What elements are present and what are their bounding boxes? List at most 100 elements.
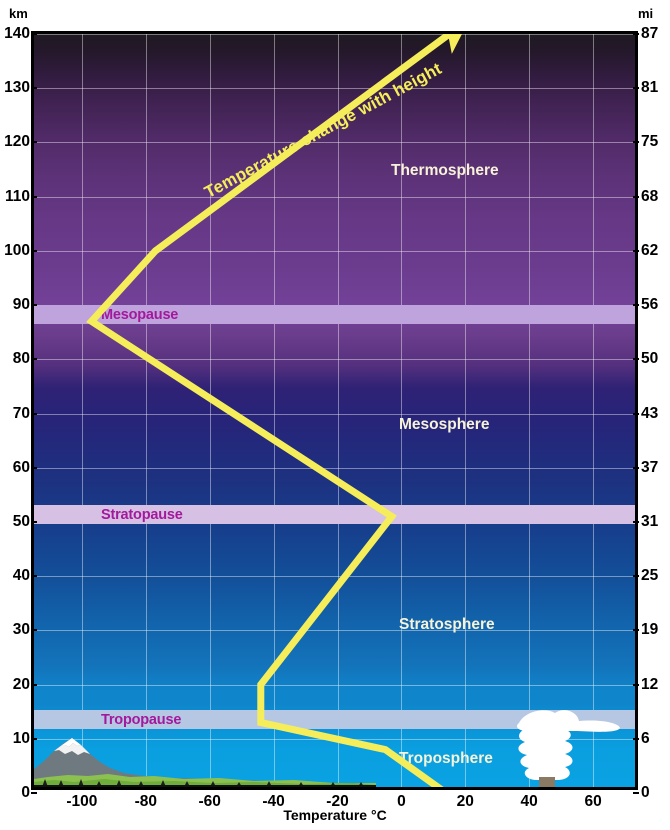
gridline-horizontal	[34, 142, 635, 144]
left-tick-label-70: 70	[12, 404, 30, 422]
right-axis-unit-label: mi	[638, 6, 654, 21]
left-tick-mark	[31, 358, 37, 361]
right-tick-mark	[633, 575, 639, 578]
left-tick-mark	[31, 304, 37, 307]
right-tick-label-31: 31	[641, 512, 659, 530]
gridline-vertical	[337, 34, 339, 787]
right-tick-mark	[633, 195, 639, 198]
gridline-horizontal	[34, 630, 635, 632]
left-tick-mark	[31, 575, 37, 578]
x-tick-label--40: -40	[262, 793, 285, 810]
label-tropopause: Tropopause	[101, 711, 182, 728]
left-tick-label-10: 10	[12, 729, 30, 747]
temperature-profile-curve	[86, 34, 470, 787]
label-mesopause: Mesopause	[101, 306, 179, 323]
right-tick-mark	[633, 33, 639, 35]
x-tick-label-60: 60	[584, 793, 602, 810]
left-tick-mark	[31, 792, 37, 794]
right-tick-mark	[633, 87, 639, 90]
right-tick-label-12: 12	[641, 675, 659, 693]
right-tick-mark	[633, 629, 639, 632]
gridline-horizontal	[34, 250, 635, 252]
left-tick-label-90: 90	[12, 296, 30, 314]
left-tick-mark	[31, 629, 37, 632]
gridline-vertical	[209, 34, 211, 787]
right-tick-label-6: 6	[641, 729, 650, 747]
left-tick-mark	[31, 195, 37, 198]
right-tick-label-75: 75	[641, 133, 659, 151]
x-tick-label-40: 40	[520, 793, 538, 810]
left-tick-label-130: 130	[4, 79, 30, 97]
right-tick-mark	[633, 412, 639, 415]
gridline-horizontal	[34, 576, 635, 578]
gridline-horizontal	[34, 196, 635, 198]
gridline-horizontal	[34, 684, 635, 686]
left-tick-label-120: 120	[4, 133, 30, 151]
right-tick-label-0: 0	[641, 784, 650, 801]
plot-area: Mesopause Stratopause Tropopause Thermos…	[31, 31, 638, 790]
band-tropopause: Tropopause	[34, 710, 635, 729]
label-mesosphere: Mesosphere	[399, 416, 490, 433]
right-tick-label-68: 68	[641, 187, 659, 205]
right-tick-label-43: 43	[641, 404, 659, 422]
right-tick-label-50: 50	[641, 350, 659, 368]
x-tick-label-20: 20	[456, 793, 474, 810]
left-tick-mark	[31, 141, 37, 144]
gridline-vertical	[593, 34, 595, 787]
x-axis-title: Temperature °C	[283, 807, 387, 823]
gridline-vertical	[401, 34, 403, 787]
right-tick-mark	[633, 358, 639, 361]
gridline-vertical	[465, 34, 467, 787]
right-tick-label-25: 25	[641, 567, 659, 585]
right-tick-label-81: 81	[641, 79, 659, 97]
left-tick-mark	[31, 466, 37, 469]
x-tick-label--20: -20	[326, 793, 349, 810]
left-tick-mark	[31, 33, 37, 35]
right-tick-mark	[633, 141, 639, 144]
right-tick-mark	[633, 737, 639, 740]
mountain-range-icon	[34, 738, 376, 787]
gridline-horizontal	[34, 34, 635, 35]
left-tick-mark	[31, 249, 37, 252]
left-tick-label-50: 50	[12, 512, 30, 530]
right-tick-label-56: 56	[641, 296, 659, 314]
left-tick-mark	[31, 520, 37, 523]
right-tick-mark	[633, 792, 639, 794]
gridline-vertical	[81, 34, 83, 787]
left-tick-label-20: 20	[12, 675, 30, 693]
gridline-vertical	[529, 34, 531, 787]
atmosphere-gradient-background	[34, 34, 635, 787]
left-tick-label-0: 0	[21, 784, 30, 801]
gridline-vertical	[145, 34, 147, 787]
right-tick-label-37: 37	[641, 458, 659, 476]
left-tick-label-140: 140	[4, 25, 30, 42]
left-axis-unit-label: km	[9, 6, 28, 21]
left-tick-label-100: 100	[4, 241, 30, 259]
gridline-vertical	[273, 34, 275, 787]
label-thermosphere: Thermosphere	[391, 162, 499, 179]
x-tick-label--100: -100	[66, 793, 98, 810]
right-tick-mark	[633, 520, 639, 523]
label-stratopause: Stratopause	[101, 506, 183, 523]
gridline-horizontal	[34, 413, 635, 415]
left-tick-label-40: 40	[12, 567, 30, 585]
band-mesopause: Mesopause	[34, 305, 635, 324]
left-tick-mark	[31, 87, 37, 90]
left-tick-mark	[31, 412, 37, 415]
band-stratopause: Stratopause	[34, 505, 635, 524]
right-tick-label-19: 19	[641, 621, 659, 639]
x-tick-label--80: -80	[134, 793, 158, 810]
right-tick-mark	[633, 249, 639, 252]
right-tick-label-62: 62	[641, 241, 659, 259]
gridline-horizontal	[34, 467, 635, 469]
gridline-horizontal	[34, 88, 635, 90]
gridline-horizontal	[34, 359, 635, 361]
x-tick-label-0: 0	[397, 793, 406, 810]
left-tick-label-110: 110	[4, 187, 30, 205]
right-tick-mark	[633, 304, 639, 307]
left-tick-label-30: 30	[12, 621, 30, 639]
left-tick-label-80: 80	[12, 350, 30, 368]
label-troposphere: Troposphere	[399, 750, 493, 767]
right-tick-label-87: 87	[641, 25, 659, 42]
